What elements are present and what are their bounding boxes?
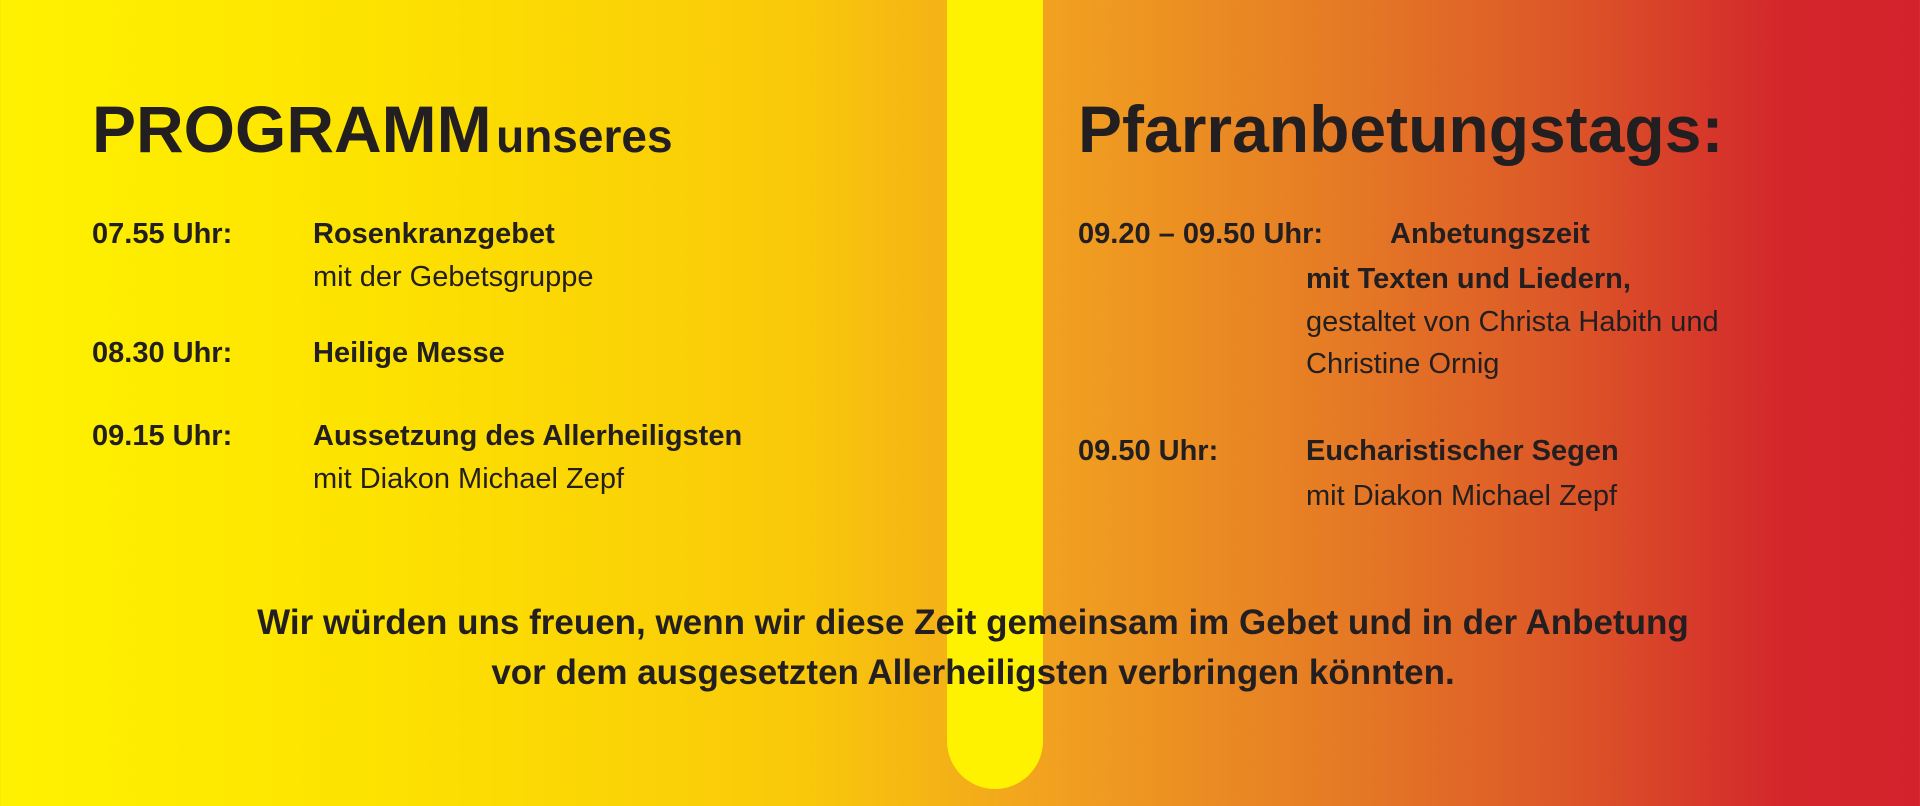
time-label: 09.20 – 09.50 Uhr: xyxy=(1078,218,1324,250)
event-title: Anbetungszeit xyxy=(1390,218,1590,250)
title-sub: unseres xyxy=(496,110,673,162)
event-detail-line2: Christine Ornig xyxy=(1306,348,1500,380)
event-title-line2: mit Texten und Liedern, xyxy=(1306,263,1631,295)
footer-line-1: Wir würden uns freuen, wenn wir diese Ze… xyxy=(257,603,1689,642)
time-label: 09.15 Uhr: xyxy=(92,420,233,452)
event-title: Rosenkranzgebet xyxy=(313,218,555,250)
time-label: 07.55 Uhr: xyxy=(92,218,233,250)
footer-line-2: vor dem ausgesetzten Allerheiligsten ver… xyxy=(491,653,1455,692)
title-main: PROGRAMM xyxy=(92,92,492,166)
title: PROGRAMM unseres xyxy=(92,96,673,162)
event-detail: mit Diakon Michael Zepf xyxy=(1306,480,1618,512)
event-detail: mit der Gebetsgruppe xyxy=(313,261,594,293)
event-title: Aussetzung des Allerheiligsten xyxy=(313,420,743,452)
yellow-stripe xyxy=(947,0,1043,789)
event-detail: gestaltet von Christa Habith und xyxy=(1306,306,1719,338)
event-title: Eucharistischer Segen xyxy=(1306,435,1619,467)
title-right: Pfarranbetungstags: xyxy=(1078,92,1724,166)
event-title: Heilige Messe xyxy=(313,337,505,369)
time-label: 09.50 Uhr: xyxy=(1078,435,1219,467)
time-label: 08.30 Uhr: xyxy=(92,337,233,369)
event-detail: mit Diakon Michael Zepf xyxy=(313,463,625,495)
